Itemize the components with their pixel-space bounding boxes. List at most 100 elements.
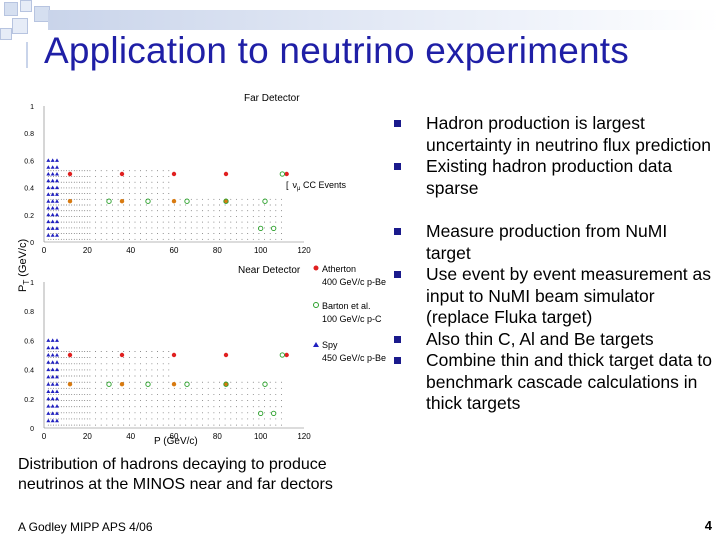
far-event-dot bbox=[100, 204, 102, 206]
near-event-dot bbox=[68, 351, 70, 352]
near-event-dot bbox=[162, 406, 164, 408]
far-event-dot bbox=[58, 170, 60, 172]
far-event-dot bbox=[66, 233, 67, 235]
near-event-dot bbox=[86, 387, 88, 389]
far-event-dot bbox=[162, 193, 164, 195]
near-event-dot bbox=[145, 369, 147, 371]
near-event-dot bbox=[213, 381, 215, 383]
far-event-dot bbox=[128, 204, 130, 206]
legend-atherton-name: Atherton bbox=[322, 264, 356, 274]
near-event-dot bbox=[128, 351, 130, 352]
near-spy-marker bbox=[46, 353, 51, 357]
far-event-dot bbox=[86, 221, 88, 223]
near-event-dot bbox=[112, 369, 113, 371]
near-event-dot bbox=[73, 381, 75, 383]
far-event-dot bbox=[71, 170, 73, 172]
far-y-tick-label: 0.6 bbox=[24, 158, 34, 165]
near-event-dot bbox=[151, 357, 153, 359]
far-event-dot bbox=[95, 181, 97, 183]
far-event-dot bbox=[224, 215, 226, 217]
far-barton-marker bbox=[223, 199, 229, 204]
far-event-dot bbox=[89, 198, 91, 200]
far-event-dot bbox=[84, 198, 86, 200]
far-event-dot bbox=[106, 233, 108, 235]
near-event-dot bbox=[76, 412, 78, 414]
near-event-dot bbox=[100, 363, 102, 365]
far-event-dot bbox=[157, 198, 158, 200]
far-event-dot bbox=[151, 198, 153, 200]
near-event-dot bbox=[241, 381, 243, 383]
far-event-dot bbox=[151, 193, 153, 195]
far-event-dot bbox=[269, 233, 271, 235]
far-event-dot bbox=[123, 193, 125, 195]
far-event-dot bbox=[134, 221, 136, 223]
far-event-dot bbox=[81, 210, 83, 212]
near-spy-marker bbox=[55, 396, 59, 401]
near-event-dot bbox=[50, 412, 52, 414]
far-event-dot bbox=[269, 238, 271, 240]
near-event-dot bbox=[196, 406, 198, 408]
near-event-dot bbox=[73, 363, 75, 365]
near-event-dot bbox=[258, 418, 260, 420]
near-event-dot bbox=[76, 418, 78, 420]
far-event-dot bbox=[60, 210, 62, 212]
near-event-dot bbox=[53, 381, 54, 383]
near-barton-open-marker bbox=[223, 381, 229, 387]
near-event-dot bbox=[162, 393, 164, 395]
far-barton-open-marker bbox=[279, 171, 285, 177]
far-event-dot bbox=[145, 170, 147, 172]
near-event-dot bbox=[219, 406, 220, 408]
far-event-dot bbox=[281, 233, 282, 235]
near-event-dot bbox=[173, 412, 175, 414]
near-event-dot bbox=[84, 375, 86, 377]
near-event-dot bbox=[269, 424, 271, 426]
near-event-dot bbox=[213, 400, 215, 402]
far-event-dot bbox=[173, 227, 175, 229]
near-event-dot bbox=[145, 375, 147, 377]
far-event-dot bbox=[112, 233, 113, 235]
near-event-dot bbox=[50, 393, 52, 395]
far-event-dot bbox=[95, 227, 97, 229]
far-event-dot bbox=[58, 187, 60, 189]
bullet-marker-icon bbox=[394, 120, 401, 127]
near-event-dot bbox=[73, 400, 75, 402]
far-event-dot bbox=[79, 175, 80, 177]
far-event-dot bbox=[79, 233, 80, 235]
near-event-dot bbox=[168, 351, 170, 352]
far-event-dot bbox=[53, 204, 54, 206]
near-event-dot bbox=[179, 418, 181, 420]
near-event-dot bbox=[140, 363, 142, 365]
near-x-tick-label: 40 bbox=[126, 432, 135, 441]
far-spy-marker bbox=[50, 219, 55, 224]
far-event-dot bbox=[207, 204, 209, 206]
near-event-dot bbox=[151, 351, 153, 352]
near-event-dot bbox=[230, 393, 232, 395]
near-event-dot bbox=[60, 424, 62, 426]
near-event-dot bbox=[281, 400, 282, 402]
far-event-dot bbox=[134, 193, 136, 195]
far-spy-marker bbox=[50, 199, 55, 203]
far-event-dot bbox=[128, 210, 130, 212]
near-event-dot bbox=[173, 393, 175, 395]
near-spy-marker bbox=[55, 404, 59, 408]
far-event-dot bbox=[157, 187, 158, 189]
far-spy-marker bbox=[46, 219, 51, 224]
far-event-dot bbox=[55, 175, 57, 177]
near-event-dot bbox=[68, 369, 70, 371]
far-event-dot bbox=[68, 187, 70, 189]
near-event-dot bbox=[269, 393, 271, 395]
far-event-dot bbox=[123, 238, 125, 240]
far-barton-marker bbox=[171, 199, 177, 204]
near-event-dot bbox=[219, 393, 220, 395]
near-event-dot bbox=[235, 393, 237, 395]
near-event-dot bbox=[168, 375, 170, 377]
far-event-dot bbox=[50, 198, 52, 200]
near-event-dot bbox=[151, 424, 153, 426]
near-spy-marker bbox=[55, 338, 59, 342]
legend-marker-atherton bbox=[313, 265, 319, 271]
far-event-dot bbox=[84, 210, 86, 212]
near-event-dot bbox=[84, 381, 86, 383]
far-event-dot bbox=[202, 238, 204, 240]
near-event-dot bbox=[224, 418, 226, 420]
far-spy-marker bbox=[55, 233, 59, 237]
